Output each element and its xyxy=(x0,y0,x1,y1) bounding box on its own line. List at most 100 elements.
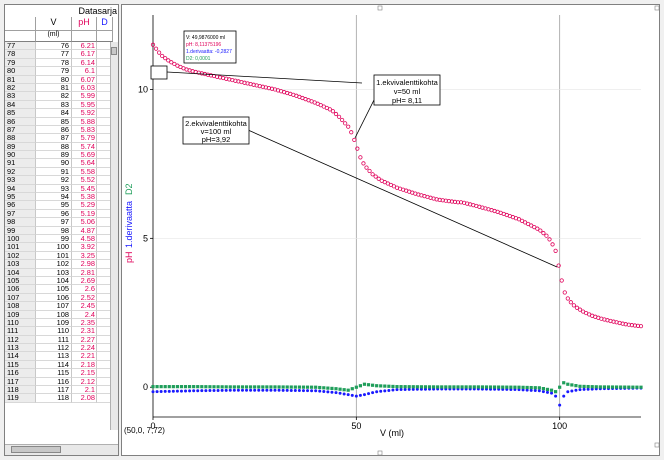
table-row[interactable]: 117 116 2.12 xyxy=(5,377,113,387)
table-row[interactable]: 116 115 2.15 xyxy=(5,369,113,378)
table-row[interactable]: 83 82 5.99 xyxy=(5,92,113,101)
cell-ph: 5.19 xyxy=(72,209,97,219)
d2-point xyxy=(179,385,184,389)
table-row[interactable]: 95 94 5.38 xyxy=(5,193,113,202)
table-row[interactable]: 96 95 5.29 xyxy=(5,201,113,210)
table-row[interactable]: 101 100 3.92 xyxy=(5,243,113,252)
table-row[interactable]: 118 117 2.1 xyxy=(5,386,113,395)
derivative-point xyxy=(395,388,399,392)
table-row[interactable]: 109 108 2.4 xyxy=(5,310,113,319)
annotation-first-equivalence[interactable]: 1.ekvivalenttikohta v=50 ml pH= 8,11 xyxy=(166,71,441,139)
annotation-second-equivalence[interactable]: 2.ekvivalenttikohta v=100 ml pH=3,92 xyxy=(182,116,558,268)
derivative-point xyxy=(220,388,224,392)
cell-ph: 6.14 xyxy=(72,58,97,68)
table-row[interactable]: 93 92 5.52 xyxy=(5,176,113,185)
table-row[interactable]: 80 79 6.1 xyxy=(5,67,113,76)
x-tick-label: 0 xyxy=(150,421,155,431)
table-row[interactable]: 91 90 5.64 xyxy=(5,159,113,168)
table-row[interactable]: 92 91 5.58 xyxy=(5,167,113,177)
table-row[interactable]: 81 80 6.07 xyxy=(5,75,113,84)
info-ph: pH: 8,11375196 xyxy=(186,42,221,48)
cell-ph: 2.15 xyxy=(72,369,97,378)
table-row[interactable]: 97 96 5.19 xyxy=(5,209,113,219)
table-row[interactable]: 90 89 5.69 xyxy=(5,151,113,160)
table-row[interactable]: 86 85 5.88 xyxy=(5,117,113,126)
table-row[interactable]: 102 101 3.25 xyxy=(5,251,113,261)
cell-ph: 2.27 xyxy=(72,335,97,345)
resize-handle xyxy=(654,442,660,448)
derivative-point xyxy=(216,388,220,392)
derivative-point xyxy=(196,389,200,393)
row-index: 77 xyxy=(5,42,36,51)
table-row[interactable]: 105 104 2.69 xyxy=(5,276,113,286)
derivative-point xyxy=(521,388,525,392)
d2-point xyxy=(318,385,322,390)
d2-point xyxy=(407,385,411,389)
table-row[interactable]: 115 114 2.18 xyxy=(5,360,113,370)
table-row[interactable]: 110 109 2.35 xyxy=(5,318,113,328)
d2-point xyxy=(277,385,281,389)
cell-ph: 2.08 xyxy=(72,394,97,403)
table-row[interactable]: 113 112 2.24 xyxy=(5,344,113,353)
table-row[interactable]: 103 102 2.98 xyxy=(5,260,113,269)
derivative-point xyxy=(151,390,155,394)
table-row[interactable]: 106 105 2.6 xyxy=(5,285,113,294)
ph-point xyxy=(562,290,567,295)
graph-panel[interactable]: 0 5 10 0 50 100 pH 1.derivaatta D2 V (ml) (50… xyxy=(121,4,660,456)
table-row[interactable]: 94 93 5.45 xyxy=(5,184,113,194)
cell-ph: 6.07 xyxy=(72,75,97,84)
table-row[interactable]: 82 81 6.03 xyxy=(5,83,113,93)
table-row[interactable]: 98 97 5.06 xyxy=(5,218,113,227)
column-header-ph[interactable]: pH xyxy=(72,17,97,31)
cell-volume: 117 xyxy=(36,386,72,395)
table-row[interactable]: 84 83 5.95 xyxy=(5,100,113,110)
derivative-point xyxy=(269,388,273,392)
table-row[interactable]: 77 76 6.21 xyxy=(5,42,113,51)
table-row[interactable]: 79 78 6.14 xyxy=(5,58,113,68)
cell-ph: 5.83 xyxy=(72,125,97,135)
table-row[interactable]: 104 103 2.81 xyxy=(5,268,113,277)
d2-point xyxy=(541,387,545,391)
d2-point xyxy=(554,390,558,394)
d2-point xyxy=(342,388,346,392)
ph-point xyxy=(160,53,165,59)
row-index: 104 xyxy=(5,268,36,277)
table-row[interactable]: 108 107 2.45 xyxy=(5,302,113,311)
table-row[interactable]: 112 111 2.27 xyxy=(5,335,113,345)
row-index: 109 xyxy=(5,310,36,319)
table-row[interactable]: 78 77 6.17 xyxy=(5,50,113,59)
d2-point xyxy=(590,385,594,389)
table-row[interactable]: 85 84 5.92 xyxy=(5,109,113,118)
scrollbar-thumb[interactable] xyxy=(11,446,61,453)
table-horizontal-scrollbar[interactable] xyxy=(5,444,118,455)
table-vertical-scrollbar[interactable] xyxy=(110,42,118,430)
annotation-2-title: 2.ekvivalenttikohta xyxy=(185,119,248,128)
ph-point xyxy=(577,307,583,312)
cursor-marker[interactable] xyxy=(150,65,168,80)
row-index: 80 xyxy=(5,67,36,76)
table-row[interactable]: 88 87 5.79 xyxy=(5,134,113,143)
derivative-point xyxy=(586,387,590,391)
d2-point xyxy=(444,385,448,389)
d2-point xyxy=(151,385,155,389)
table-row[interactable]: 100 99 4.58 xyxy=(5,234,113,244)
table-row[interactable]: 89 88 5.74 xyxy=(5,142,113,152)
cell-ph: 2.81 xyxy=(72,268,97,277)
cursor-info-box[interactable]: V: 49,9876000 ml pH: 8,11375196 1.deriva… xyxy=(183,30,237,64)
derivative-point xyxy=(281,388,285,392)
table-row[interactable]: 99 98 4.87 xyxy=(5,226,113,235)
y-axis-label-d2: D2 xyxy=(124,183,134,195)
ph-point xyxy=(172,61,177,67)
derivative-point xyxy=(253,388,257,392)
d2-point xyxy=(232,385,236,389)
d2-point xyxy=(322,386,326,390)
table-row[interactable]: 111 110 2.31 xyxy=(5,327,113,336)
table-row[interactable]: 119 118 2.08 xyxy=(5,394,113,403)
table-row[interactable]: 114 113 2.21 xyxy=(5,352,113,361)
scrollbar-thumb[interactable] xyxy=(111,47,117,55)
column-header-d[interactable]: D xyxy=(97,17,113,31)
table-row[interactable]: 107 106 2.52 xyxy=(5,293,113,303)
column-header-v[interactable]: V xyxy=(36,17,72,31)
table-row[interactable]: 87 86 5.83 xyxy=(5,125,113,135)
